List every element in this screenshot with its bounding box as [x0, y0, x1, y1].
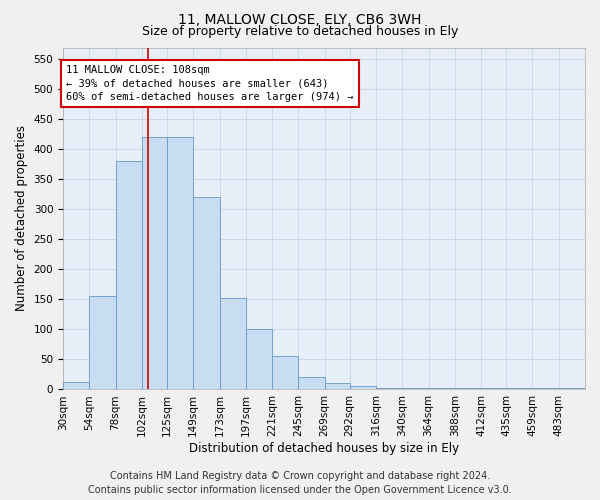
- Bar: [142, 138, 167, 390]
- Text: 11 MALLOW CLOSE: 108sqm
← 39% of detached houses are smaller (643)
60% of semi-d: 11 MALLOW CLOSE: 108sqm ← 39% of detache…: [67, 66, 354, 102]
- Bar: [246, 330, 272, 390]
- Bar: [167, 138, 193, 390]
- Bar: [193, 198, 220, 390]
- Bar: [116, 162, 142, 390]
- Text: Size of property relative to detached houses in Ely: Size of property relative to detached ho…: [142, 25, 458, 38]
- Bar: [220, 298, 246, 390]
- Bar: [376, 388, 402, 390]
- Bar: [272, 356, 298, 390]
- X-axis label: Distribution of detached houses by size in Ely: Distribution of detached houses by size …: [189, 442, 459, 455]
- Text: Contains HM Land Registry data © Crown copyright and database right 2024.
Contai: Contains HM Land Registry data © Crown c…: [88, 471, 512, 495]
- Bar: [559, 388, 585, 390]
- Bar: [298, 378, 325, 390]
- Bar: [481, 388, 506, 390]
- Y-axis label: Number of detached properties: Number of detached properties: [15, 126, 28, 312]
- Bar: [532, 388, 559, 390]
- Bar: [325, 384, 350, 390]
- Bar: [455, 388, 481, 390]
- Bar: [89, 296, 116, 390]
- Bar: [63, 382, 89, 390]
- Bar: [506, 388, 532, 390]
- Text: 11, MALLOW CLOSE, ELY, CB6 3WH: 11, MALLOW CLOSE, ELY, CB6 3WH: [178, 12, 422, 26]
- Bar: [350, 386, 376, 390]
- Bar: [428, 388, 455, 390]
- Bar: [402, 388, 428, 390]
